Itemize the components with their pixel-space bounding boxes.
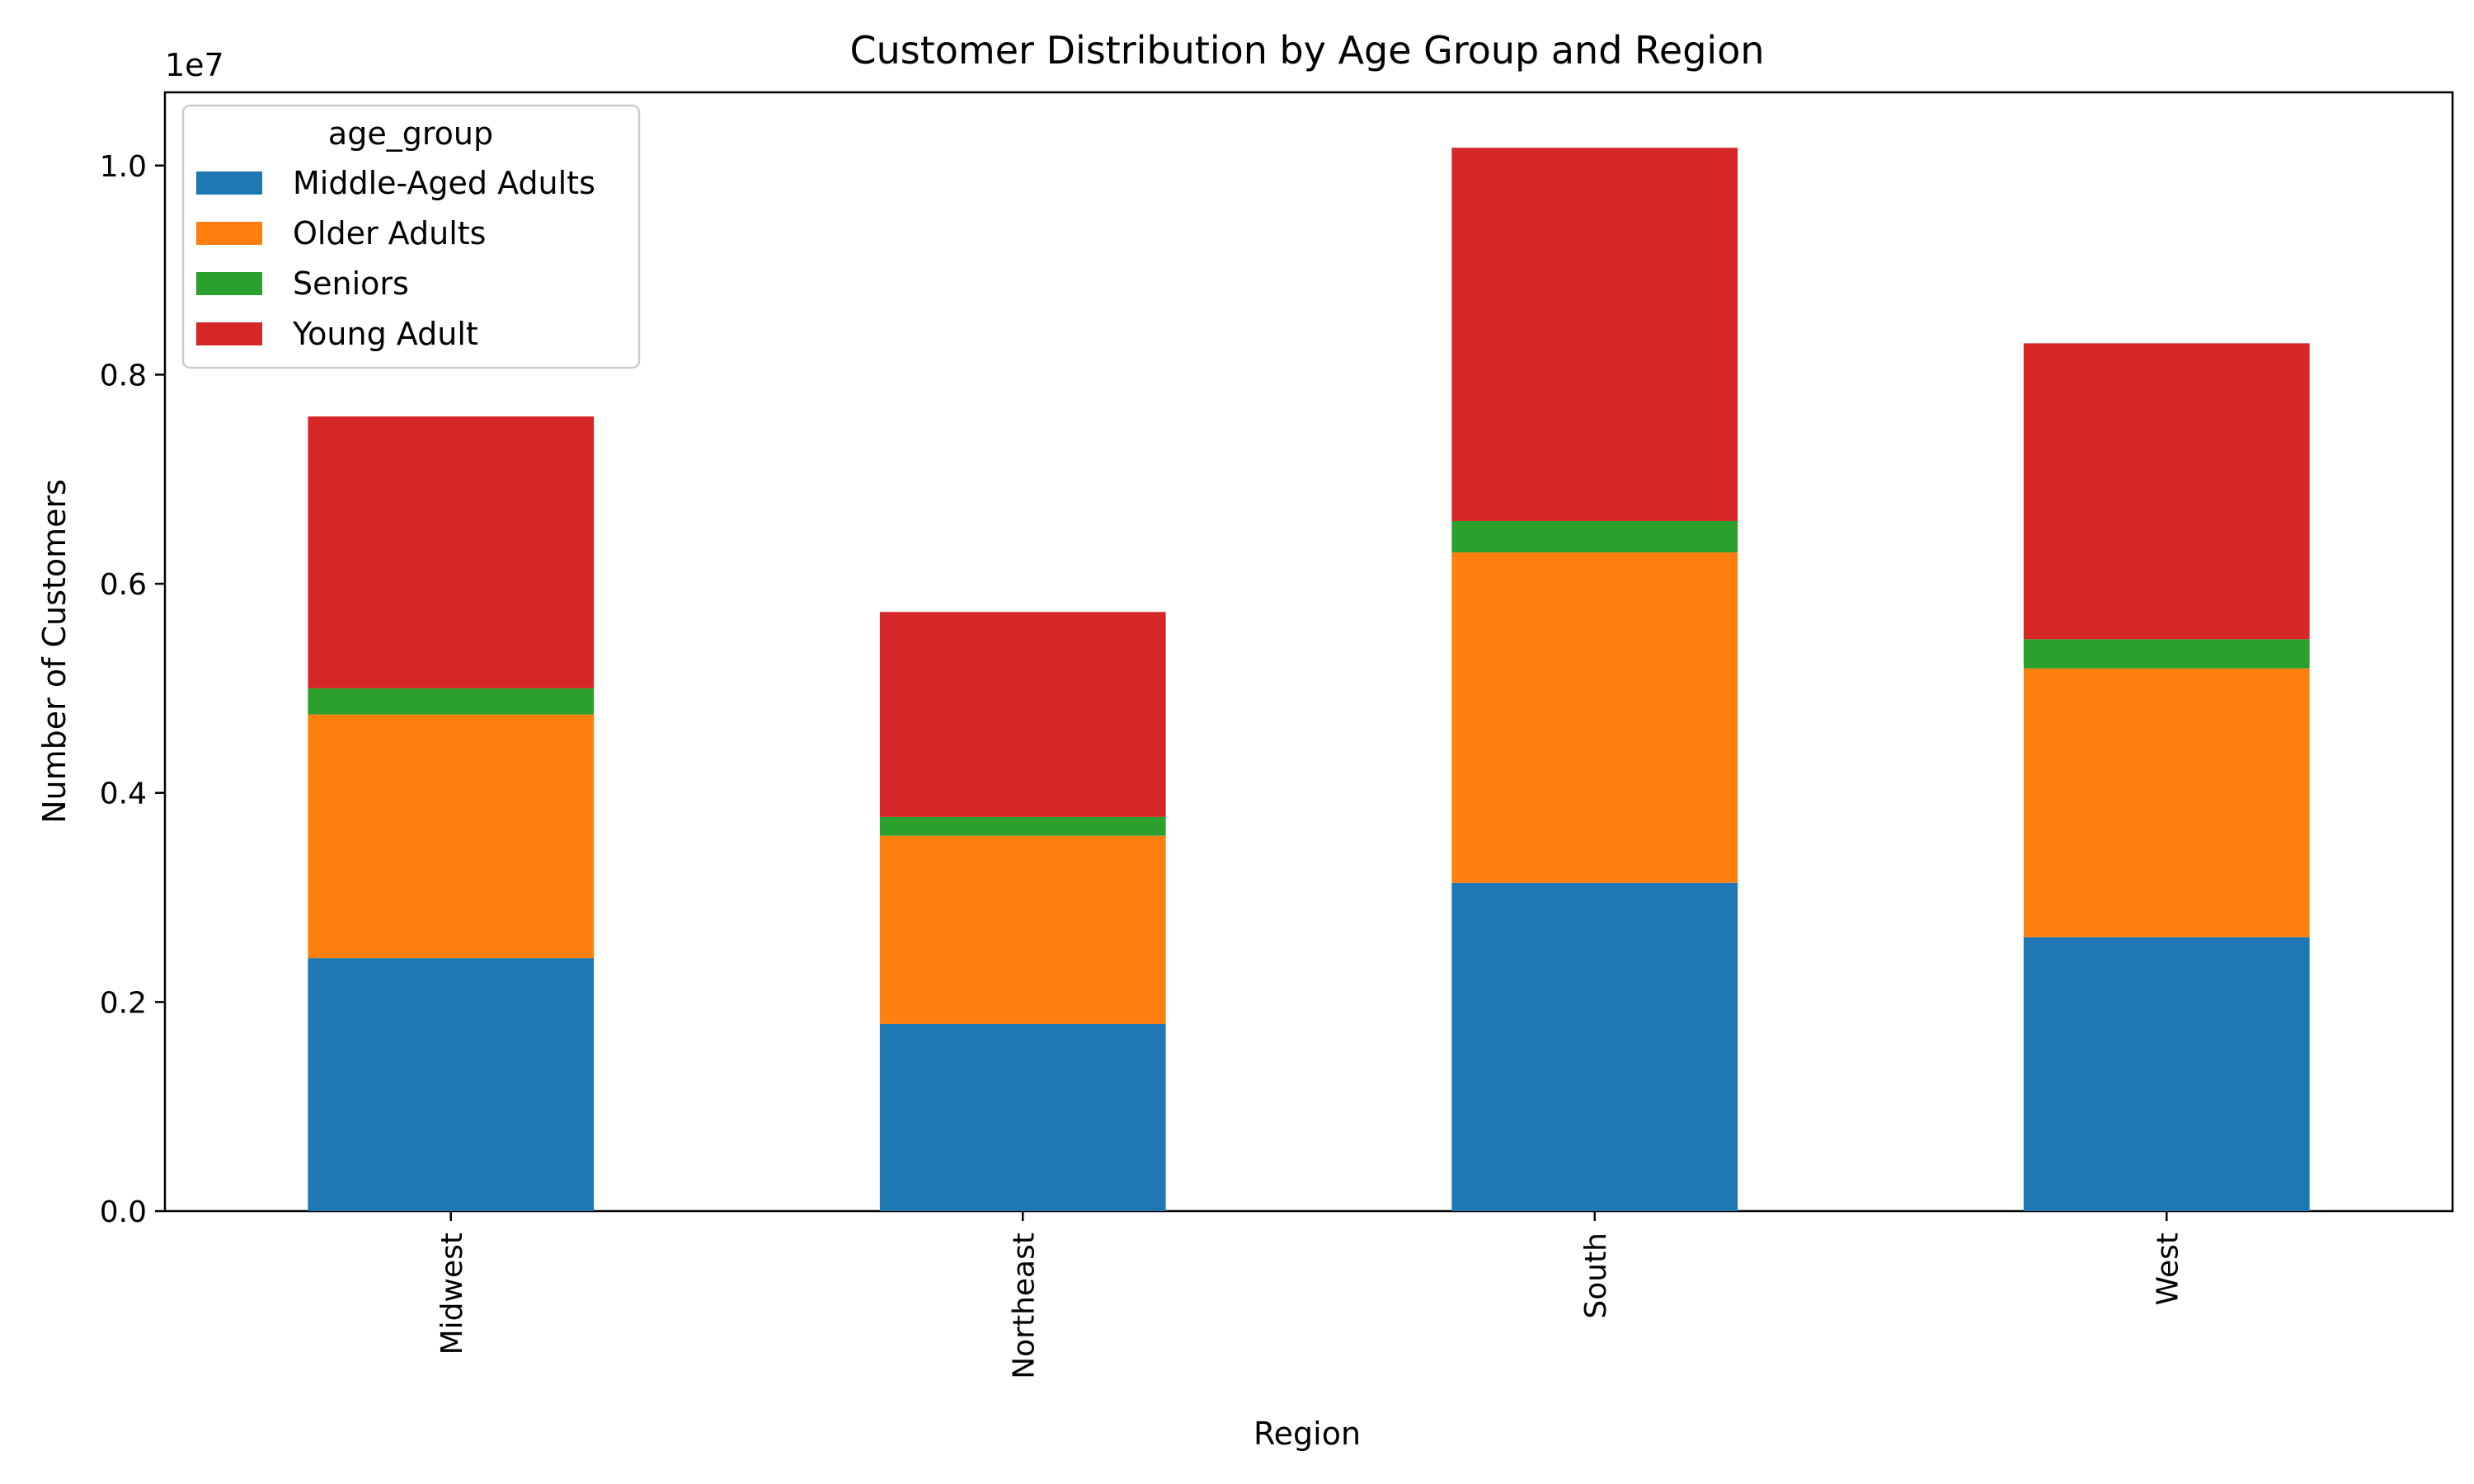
legend-swatch	[196, 222, 262, 245]
x-axis: Midwest Northeast South West	[435, 1211, 2185, 1379]
bar-northeast-young-adult	[879, 612, 1166, 817]
y-tick-label: 0.8	[100, 359, 147, 392]
bar-west-seniors	[2023, 639, 2310, 669]
x-tick-label: South	[1579, 1233, 1613, 1319]
bar-south-older-adults	[1451, 552, 1738, 883]
legend-swatch	[196, 171, 262, 195]
plot-area: 0.0 0.2 0.4 0.6 0.8 1.0 Midwest Northeast South…	[100, 91, 2454, 1379]
y-axis: 0.0 0.2 0.4 0.6 0.8 1.0	[100, 150, 165, 1229]
bar-south-seniors	[1451, 520, 1738, 553]
bar-midwest-older-adults	[308, 714, 595, 959]
y-offset-label: 1e7	[165, 47, 224, 83]
bar-northeast-middle-aged-adults	[879, 1023, 1166, 1211]
y-tick-label: 1.0	[100, 150, 147, 184]
bar-midwest-middle-aged-adults	[308, 958, 595, 1211]
bar-west-young-adult	[2023, 343, 2310, 640]
bar-south-young-adult	[1451, 148, 1738, 521]
y-tick-label: 0.0	[100, 1195, 147, 1229]
legend-label: Seniors	[293, 265, 409, 302]
legend-items: Middle-Aged Adults Older Adults Seniors You…	[196, 165, 595, 352]
legend-swatch	[196, 272, 262, 295]
plot-frame	[163, 91, 2454, 1213]
bar-west-middle-aged-adults	[2023, 937, 2310, 1211]
x-tick-label: Midwest	[435, 1233, 469, 1355]
y-tick-label: 0.6	[100, 568, 147, 602]
bar-west-older-adults	[2023, 668, 2310, 937]
x-axis-label: Region	[1253, 1416, 1361, 1452]
bar-northeast-seniors	[879, 816, 1166, 836]
x-tick-label: Northeast	[1007, 1233, 1041, 1379]
legend-label: Middle-Aged Adults	[293, 165, 595, 201]
y-axis-label: Number of Customers	[36, 479, 73, 824]
legend-label: Young Adult	[292, 316, 478, 352]
chart-title: Customer Distribution by Age Group and R…	[850, 28, 1765, 73]
legend: age_group Middle-Aged Adults Older Adults…	[181, 104, 641, 369]
bar-south-middle-aged-adults	[1451, 882, 1738, 1211]
legend-frame	[181, 104, 641, 369]
y-tick-label: 0.4	[100, 777, 147, 811]
bars	[308, 148, 2310, 1211]
x-tick-label: West	[2151, 1233, 2185, 1306]
bar-northeast-older-adults	[879, 835, 1166, 1024]
legend-label: Older Adults	[293, 215, 486, 251]
legend-title: age_group	[328, 115, 493, 152]
bar-midwest-young-adult	[308, 416, 595, 688]
y-tick-label: 0.2	[100, 986, 147, 1020]
legend-swatch	[196, 322, 262, 345]
bar-midwest-seniors	[308, 688, 595, 715]
